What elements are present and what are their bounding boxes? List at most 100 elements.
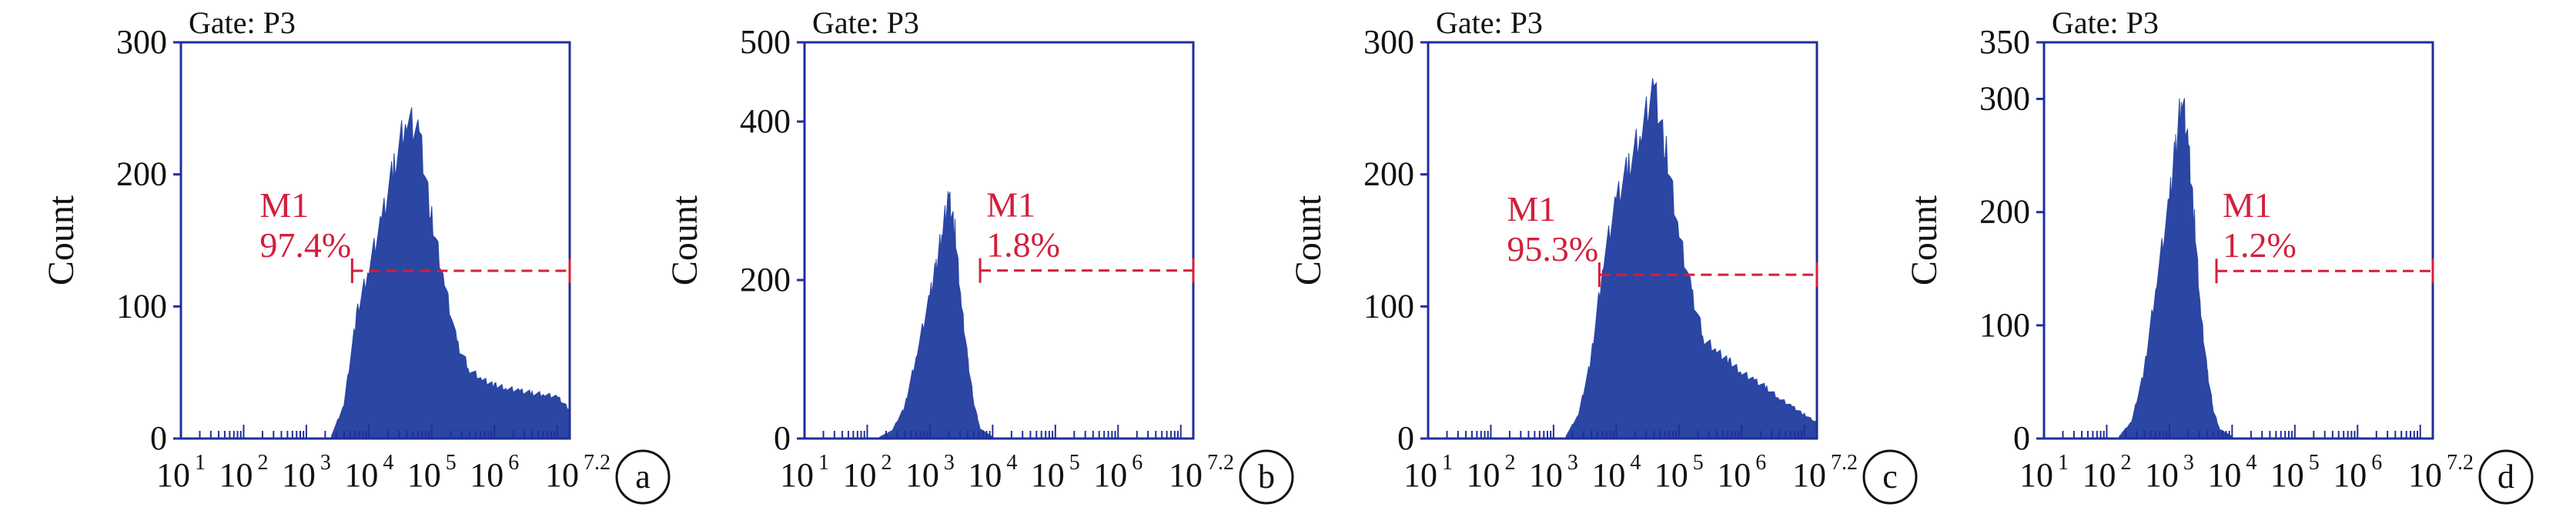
gate-label: Gate: P3 — [189, 5, 296, 40]
x-tick-label: 10 — [282, 456, 316, 494]
x-tick-label: 10 — [1529, 456, 1563, 494]
y-tick-label: 0 — [774, 419, 791, 457]
x-tick-exponent: 1 — [2058, 451, 2069, 475]
x-tick-label: 10 — [1093, 456, 1127, 494]
histogram-area — [2119, 98, 2233, 439]
y-tick-label: 0 — [2013, 419, 2030, 457]
panel-letter-circle — [615, 449, 671, 505]
x-tick-exponent: 4 — [1630, 451, 1641, 475]
y-axis-label: Count — [664, 195, 705, 285]
y-tick-label: 100 — [1363, 287, 1414, 325]
x-tick-label: 10 — [780, 456, 814, 494]
x-tick-exponent: 4 — [383, 451, 393, 475]
x-tick-label: 10 — [156, 456, 190, 494]
marker-name: M1 — [986, 185, 1035, 225]
x-tick-exponent: 5 — [1069, 451, 1080, 475]
marker-percent: 1.8% — [986, 225, 1060, 265]
x-tick-exponent: 3 — [320, 451, 331, 475]
y-tick-label: 300 — [1363, 23, 1414, 61]
y-tick-label: 300 — [116, 23, 167, 61]
x-tick-exponent: 5 — [2309, 451, 2320, 475]
x-tick-label: 10 — [2019, 456, 2053, 494]
histogram-area — [1565, 78, 1818, 439]
histogram-area — [330, 107, 570, 439]
x-tick-exponent: 1 — [818, 451, 829, 475]
x-tick-exponent: 4 — [1006, 451, 1017, 475]
y-axis-label: Count — [1904, 195, 1945, 285]
y-tick-label: 500 — [740, 23, 791, 61]
marker-percent: 97.4% — [259, 225, 351, 265]
y-tick-label: 300 — [1979, 80, 2030, 118]
marker-percent: 95.3% — [1507, 229, 1598, 269]
x-tick-exponent: 7.2 — [1831, 451, 1858, 475]
plot-frame — [179, 41, 571, 440]
x-tick-label: 10 — [1169, 456, 1203, 494]
y-tick-label: 200 — [740, 261, 791, 299]
panel-letter-circle — [2478, 449, 2534, 505]
x-tick-label: 10 — [1792, 456, 1826, 494]
x-tick-exponent: 6 — [508, 451, 519, 475]
plot-frame — [2042, 41, 2434, 440]
x-tick-exponent: 1 — [195, 451, 206, 475]
x-tick-label: 10 — [842, 456, 876, 494]
gate-label: Gate: P3 — [812, 5, 919, 40]
panel-letter-circle — [1239, 449, 1294, 505]
panel-letter: a — [635, 458, 651, 495]
y-tick-label: 0 — [150, 419, 167, 457]
x-tick-exponent: 2 — [2120, 451, 2131, 475]
histogram-area — [879, 191, 993, 439]
x-tick-exponent: 3 — [1567, 451, 1578, 475]
x-tick-label: 10 — [2082, 456, 2116, 494]
x-tick-exponent: 6 — [1755, 451, 1766, 475]
y-tick-label: 400 — [740, 102, 791, 140]
panel-letter: c — [1882, 458, 1898, 495]
x-tick-exponent: 7.2 — [1207, 451, 1234, 475]
x-tick-label: 10 — [1466, 456, 1500, 494]
y-axis-label: Count — [1288, 195, 1329, 285]
plot-frame — [803, 41, 1195, 440]
y-tick-label: 100 — [116, 287, 167, 325]
x-tick-label: 10 — [545, 456, 579, 494]
x-tick-exponent: 6 — [2371, 451, 2382, 475]
x-tick-label: 10 — [344, 456, 378, 494]
x-tick-label: 10 — [968, 456, 1002, 494]
x-tick-exponent: 7.2 — [2447, 451, 2474, 475]
x-tick-label: 10 — [2145, 456, 2179, 494]
x-tick-exponent: 6 — [1132, 451, 1142, 475]
y-tick-label: 200 — [116, 155, 167, 193]
panel-letter: d — [2497, 458, 2514, 495]
x-tick-exponent: 3 — [944, 451, 955, 475]
x-tick-exponent: 7.2 — [584, 451, 611, 475]
x-tick-label: 10 — [1717, 456, 1751, 494]
panel-letter-circle — [1862, 449, 1918, 505]
x-tick-label: 10 — [2408, 456, 2442, 494]
marker-name: M1 — [1507, 189, 1556, 228]
x-tick-label: 10 — [1591, 456, 1625, 494]
marker-name: M1 — [2223, 185, 2272, 225]
y-tick-label: 0 — [1397, 419, 1414, 457]
x-tick-label: 10 — [1403, 456, 1437, 494]
x-tick-exponent: 2 — [257, 451, 268, 475]
x-tick-exponent: 5 — [1693, 451, 1704, 475]
y-tick-label: 100 — [1979, 306, 2030, 344]
x-tick-exponent: 2 — [1504, 451, 1515, 475]
x-tick-label: 10 — [1031, 456, 1065, 494]
x-tick-exponent: 4 — [2246, 451, 2257, 475]
x-tick-label: 10 — [470, 456, 503, 494]
x-tick-label: 10 — [2333, 456, 2367, 494]
x-tick-label: 10 — [407, 456, 441, 494]
panel-letter: b — [1258, 458, 1275, 495]
y-tick-label: 200 — [1979, 193, 2030, 231]
marker-name: M1 — [259, 185, 309, 225]
y-tick-label: 350 — [1979, 23, 2030, 61]
x-tick-label: 10 — [2270, 456, 2304, 494]
gate-label: Gate: P3 — [2052, 5, 2159, 40]
x-tick-label: 10 — [905, 456, 939, 494]
y-axis-label: Count — [41, 195, 82, 285]
x-tick-label: 10 — [1654, 456, 1688, 494]
x-tick-exponent: 5 — [446, 451, 457, 475]
